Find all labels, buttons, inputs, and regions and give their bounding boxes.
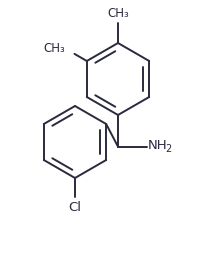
Text: 2: 2 [166,144,172,154]
Text: Cl: Cl [69,201,82,214]
Text: CH₃: CH₃ [44,42,65,55]
Text: NH: NH [148,139,167,152]
Text: CH₃: CH₃ [107,7,129,20]
